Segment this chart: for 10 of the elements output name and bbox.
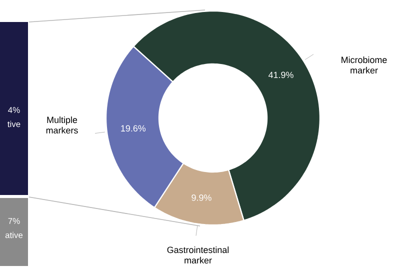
slice-label: Multiple markers <box>46 116 78 134</box>
data-label: 19.6% <box>121 125 146 132</box>
slice-label: Microbiome marker <box>342 56 387 74</box>
data-label: 41.9% <box>268 72 294 78</box>
text: ative <box>5 232 23 238</box>
text: tive <box>8 120 20 128</box>
data-label: 9.9% <box>192 194 212 201</box>
text: 7% <box>8 218 20 224</box>
text: 4% <box>8 107 20 113</box>
slice-label: Gastrointestinal marker <box>167 246 229 264</box>
